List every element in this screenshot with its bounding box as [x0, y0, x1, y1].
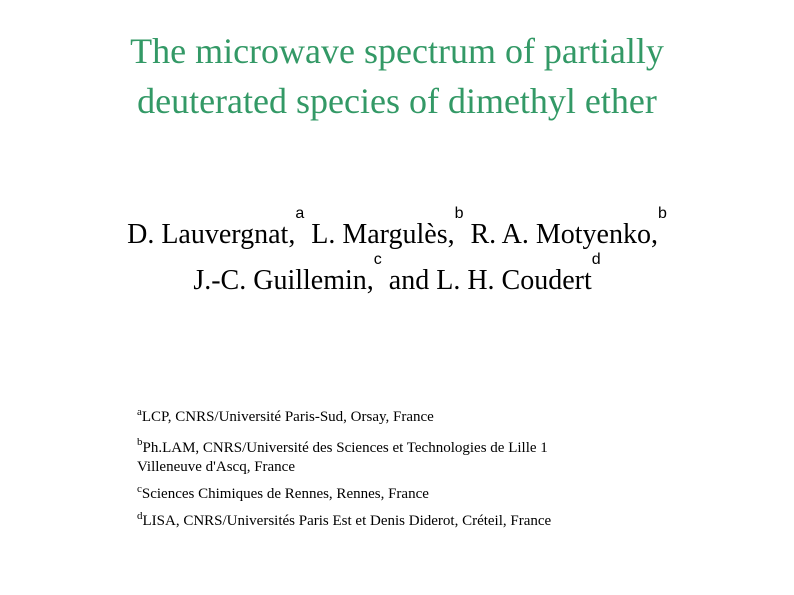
author-name: R. A. Motyenko,	[470, 219, 658, 250]
author-affiliation-mark: b	[454, 205, 464, 222]
affiliation-text: Ph.LAM, CNRS/Université des Sciences et …	[142, 440, 548, 456]
affiliation-text-continued: Villeneuve d'Ascq, France	[137, 459, 295, 475]
affiliation-mark: d	[137, 510, 143, 522]
title-line-2: deuterated species of dimethyl ether	[137, 81, 657, 121]
affiliation-text: LISA, CNRS/Universités Paris Est et Deni…	[142, 513, 552, 529]
affiliation-mark: a	[137, 406, 142, 418]
affiliation-b: bPh.LAM, CNRS/Université des Sciences et…	[137, 436, 548, 477]
author-name: D. Lauvergnat,	[127, 219, 296, 250]
affiliation-a: aLCP, CNRS/Université Paris-Sud, Orsay, …	[137, 406, 434, 426]
author-affiliation-mark: b	[657, 205, 667, 222]
author-affiliation-mark: d	[591, 251, 601, 268]
author-name: J.-C. Guillemin,	[193, 265, 374, 296]
title-line-1: The microwave spectrum of partially	[130, 31, 664, 71]
author-name: L. Margulès,	[311, 219, 455, 250]
author-list: D. Lauvergnat,a L. Margulès,b R. A. Moty…	[0, 206, 794, 304]
affiliation-mark: c	[137, 483, 142, 495]
slide-title: The microwave spectrum of partially deut…	[0, 26, 794, 126]
author-affiliation-mark: c	[373, 251, 382, 268]
affiliation-mark: b	[137, 436, 143, 448]
author-line-2: J.-C. Guillemin,c and L. H. Coudertd	[0, 252, 794, 304]
author-name: and L. H. Coudert	[388, 265, 592, 296]
affiliation-text: Sciences Chimiques de Rennes, Rennes, Fr…	[141, 486, 429, 502]
affiliation-d: dLISA, CNRS/Universités Paris Est et Den…	[137, 510, 552, 530]
affiliation-text: LCP, CNRS/Université Paris-Sud, Orsay, F…	[141, 409, 434, 425]
author-line-1: D. Lauvergnat,a L. Margulès,b R. A. Moty…	[0, 206, 794, 258]
author-affiliation-mark: a	[295, 205, 305, 222]
affiliation-c: cSciences Chimiques de Rennes, Rennes, F…	[137, 483, 429, 503]
